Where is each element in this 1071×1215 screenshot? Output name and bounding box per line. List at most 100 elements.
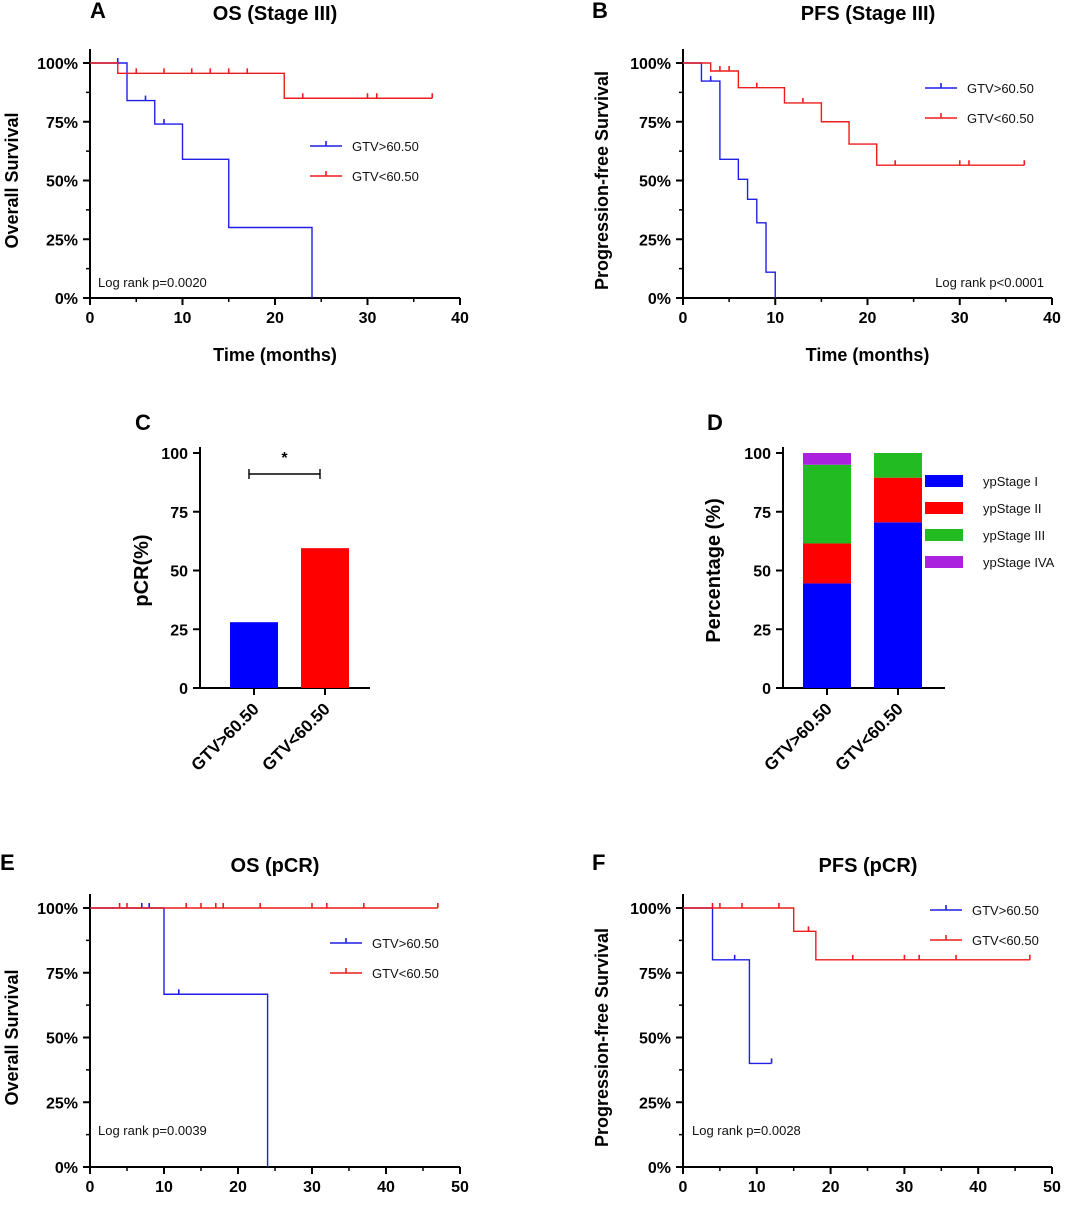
category-label: GTV<60.50 bbox=[259, 699, 334, 774]
y-tick-label: 75% bbox=[639, 966, 671, 983]
significance-star: * bbox=[281, 450, 288, 467]
y-tick-label: 50 bbox=[170, 564, 188, 581]
x-tick-label: 30 bbox=[359, 310, 377, 327]
legend-swatch bbox=[925, 475, 963, 487]
y-tick-label: 100% bbox=[630, 901, 671, 918]
x-tick-label: 0 bbox=[679, 310, 688, 327]
chart-title: PFS (pCR) bbox=[819, 855, 918, 877]
chart-title: PFS (Stage III) bbox=[801, 3, 935, 25]
y-tick-label: 75% bbox=[46, 966, 78, 983]
legend-label: GTV>60.50 bbox=[967, 81, 1034, 96]
y-tick-label: 0 bbox=[762, 681, 771, 698]
panel-label-b: B bbox=[592, 0, 608, 23]
x-tick-label: 0 bbox=[86, 1179, 95, 1196]
x-tick-label: 30 bbox=[951, 310, 969, 327]
x-tick-label: 40 bbox=[451, 310, 469, 327]
y-tick-label: 50% bbox=[46, 1031, 78, 1048]
legend-swatch bbox=[925, 556, 963, 568]
stacked-segment-ypstage-iii bbox=[803, 464, 851, 544]
x-tick-label: 30 bbox=[303, 1179, 321, 1196]
stacked-bar-panel-d: 0 25 50 75 100 Percentage (%) GTV>60.50GTV<60.… bbox=[703, 446, 1055, 775]
y-tick-label: 0% bbox=[648, 291, 671, 308]
legend-swatch bbox=[925, 502, 963, 514]
survival-curve-high-gtv bbox=[90, 62, 313, 298]
y-axis-label: pCR(%) bbox=[131, 534, 153, 606]
y-axis-label: Overall Survival bbox=[2, 112, 22, 248]
x-tick-label: 10 bbox=[748, 1179, 766, 1196]
x-tick-label: 0 bbox=[679, 1179, 688, 1196]
y-tick-label: 100 bbox=[161, 446, 188, 463]
y-tick-label: 0% bbox=[648, 1160, 671, 1177]
stacked-segment-ypstage-ii bbox=[874, 477, 922, 523]
x-tick-label: 10 bbox=[174, 310, 192, 327]
y-tick-label: 25% bbox=[46, 232, 78, 249]
x-tick-label: 0 bbox=[86, 310, 95, 327]
km-panel-f: PFS (pCR)0%25%50%75%100%01020304050Time … bbox=[592, 855, 1061, 1215]
y-tick-label: 25 bbox=[753, 622, 771, 639]
km-panel-b: PFS (Stage III) 0% 25% 50% 75% 100% 0 10 20 30 40 T… bbox=[592, 3, 1061, 365]
y-tick-label: 75 bbox=[170, 505, 188, 522]
y-tick-label: 0 bbox=[179, 681, 188, 698]
y-tick-label: 25% bbox=[46, 1095, 78, 1112]
log-rank-annotation: Log rank p=0.0028 bbox=[692, 1123, 801, 1138]
legend-label: GTV<60.50 bbox=[967, 111, 1034, 126]
legend-label: GTV<60.50 bbox=[372, 966, 439, 981]
y-tick-label: 25% bbox=[639, 1095, 671, 1112]
x-tick-label: 20 bbox=[229, 1179, 247, 1196]
x-tick-label: 20 bbox=[859, 310, 877, 327]
y-tick-label: 75 bbox=[753, 505, 771, 522]
log-rank-annotation: Log rank p=0.0020 bbox=[98, 275, 207, 290]
x-tick-label: 40 bbox=[1043, 310, 1061, 327]
y-tick-label: 0% bbox=[55, 1160, 78, 1177]
stacked-segment-ypstage-i bbox=[874, 522, 922, 688]
y-tick-label: 50 bbox=[753, 564, 771, 581]
legend-label: ypStage II bbox=[983, 501, 1042, 516]
y-tick-label: 50% bbox=[639, 174, 671, 191]
bar-high-gtv bbox=[230, 622, 278, 688]
legend-label: ypStage I bbox=[983, 474, 1038, 489]
category-label: GTV>60.50 bbox=[188, 699, 263, 774]
log-rank-annotation: Log rank p=0.0039 bbox=[98, 1123, 207, 1138]
x-tick-label: 20 bbox=[822, 1179, 840, 1196]
legend-label: GTV>60.50 bbox=[972, 903, 1039, 918]
stacked-segment-ypstage-iii bbox=[874, 453, 922, 478]
survival-curve-low-gtv bbox=[683, 907, 1030, 961]
x-tick-label: 40 bbox=[377, 1179, 395, 1196]
legend-label: GTV<60.50 bbox=[972, 933, 1039, 948]
x-tick-label: 30 bbox=[896, 1179, 914, 1196]
survival-curve-high-gtv bbox=[683, 62, 776, 298]
panel-label-d: D bbox=[707, 410, 723, 435]
panel-label-e: E bbox=[0, 850, 15, 875]
x-tick-label: 20 bbox=[266, 310, 284, 327]
panel-label-c: C bbox=[135, 410, 151, 435]
x-tick-label: 10 bbox=[155, 1179, 173, 1196]
legend-label: ypStage IVA bbox=[983, 555, 1055, 570]
y-axis-label: Progression-free Survival bbox=[592, 928, 612, 1147]
log-rank-annotation: Log rank p<0.0001 bbox=[935, 275, 1044, 290]
y-tick-label: 50% bbox=[46, 174, 78, 191]
y-tick-label: 25 bbox=[170, 622, 188, 639]
category-label: GTV>60.50 bbox=[761, 699, 836, 774]
y-axis-label: Overall Survival bbox=[2, 969, 22, 1105]
x-tick-label: 50 bbox=[1043, 1179, 1061, 1196]
legend-label: GTV>60.50 bbox=[372, 936, 439, 951]
legend-label: ypStage III bbox=[983, 528, 1045, 543]
bar-low-gtv bbox=[301, 548, 349, 688]
x-tick-label: 10 bbox=[766, 310, 784, 327]
y-axis-label: Percentage (%) bbox=[703, 498, 725, 643]
y-tick-label: 75% bbox=[639, 115, 671, 132]
legend-swatch bbox=[925, 529, 963, 541]
y-tick-label: 100 bbox=[744, 446, 771, 463]
x-axis-label: Time (months) bbox=[806, 345, 930, 365]
km-panel-a: OS (Stage III) 0% 25% 50% 75% 100% 0 10 20 30 40 Ti… bbox=[2, 3, 469, 365]
y-tick-label: 25% bbox=[639, 232, 671, 249]
panel-label-a: A bbox=[90, 0, 106, 23]
y-tick-label: 100% bbox=[630, 56, 671, 73]
km-panel-e: OS (pCR)0%25%50%75%100%01020304050Time (… bbox=[2, 855, 469, 1215]
x-tick-label: 40 bbox=[969, 1179, 987, 1196]
y-tick-label: 50% bbox=[639, 1031, 671, 1048]
y-tick-label: 0% bbox=[55, 291, 78, 308]
y-tick-label: 100% bbox=[37, 901, 78, 918]
